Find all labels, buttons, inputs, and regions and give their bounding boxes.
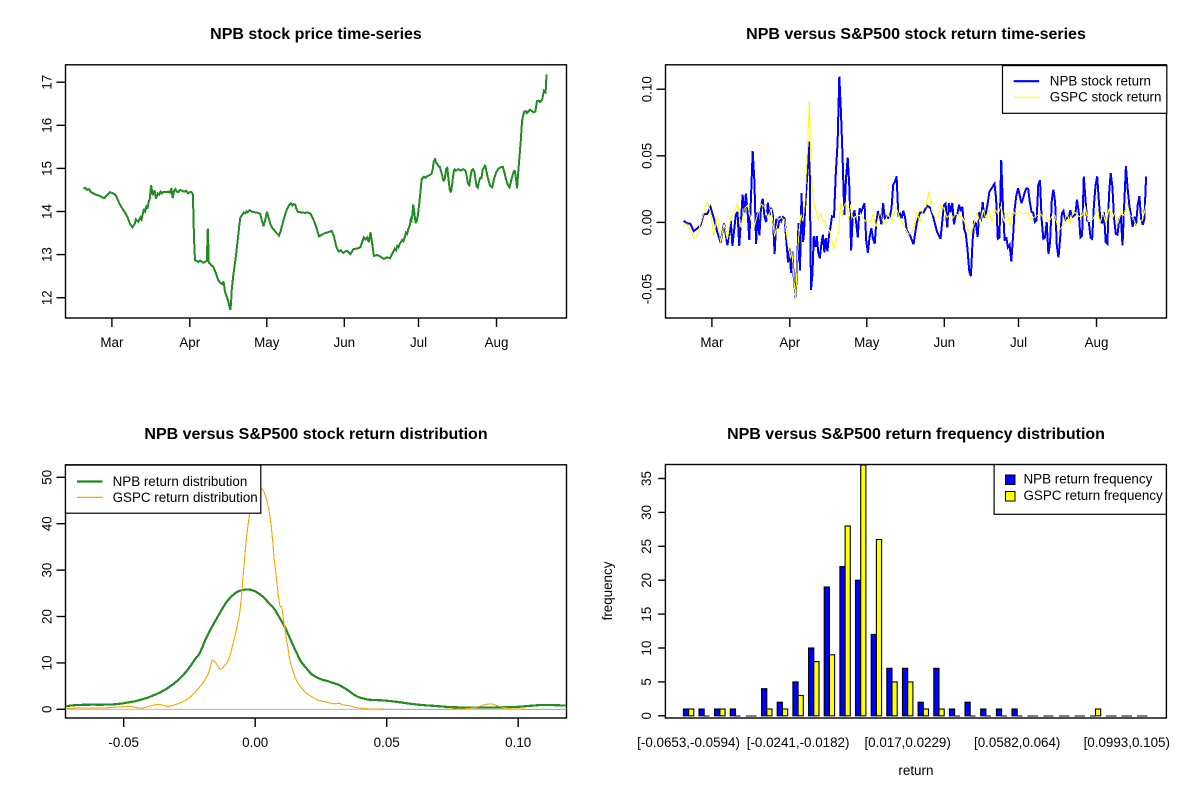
svg-text:-0.05: -0.05 xyxy=(640,274,655,305)
svg-text:5: 5 xyxy=(639,678,654,685)
svg-text:[0.017,0.0229): [0.017,0.0229) xyxy=(864,735,950,750)
svg-text:Jun: Jun xyxy=(334,335,356,350)
svg-text:return: return xyxy=(898,763,933,778)
svg-text:30: 30 xyxy=(40,563,55,578)
svg-text:Jul: Jul xyxy=(1010,335,1027,350)
svg-text:GSPC stock return: GSPC stock return xyxy=(1050,90,1162,105)
svg-text:10: 10 xyxy=(40,655,55,670)
svg-text:15: 15 xyxy=(639,607,654,622)
svg-text:NPB versus S&P500 return frequ: NPB versus S&P500 return frequency distr… xyxy=(727,426,1105,443)
svg-text:Jun: Jun xyxy=(934,335,956,350)
svg-text:[-0.0653,-0.0594): [-0.0653,-0.0594) xyxy=(637,735,740,750)
svg-text:0: 0 xyxy=(40,706,55,713)
svg-text:NPB versus S&P500 stock return: NPB versus S&P500 stock return distribut… xyxy=(144,426,487,443)
svg-text:12: 12 xyxy=(40,290,55,305)
svg-text:25: 25 xyxy=(639,539,654,554)
svg-text:frequency: frequency xyxy=(600,561,615,620)
svg-text:10: 10 xyxy=(639,641,654,656)
svg-text:35: 35 xyxy=(639,471,654,486)
svg-text:0.10: 0.10 xyxy=(505,735,531,750)
svg-text:NPB versus S&P500 stock return: NPB versus S&P500 stock return time-seri… xyxy=(746,26,1086,43)
svg-text:40: 40 xyxy=(40,516,55,531)
svg-text:13: 13 xyxy=(40,247,55,262)
svg-text:14: 14 xyxy=(40,204,55,219)
svg-text:0.00: 0.00 xyxy=(640,209,655,235)
svg-text:NPB return distribution: NPB return distribution xyxy=(113,474,248,489)
svg-text:NPB stock return: NPB stock return xyxy=(1050,74,1151,89)
svg-text:15: 15 xyxy=(40,161,55,176)
svg-text:0.10: 0.10 xyxy=(640,76,655,102)
svg-text:17: 17 xyxy=(40,75,55,90)
svg-text:50: 50 xyxy=(40,470,55,485)
svg-text:Aug: Aug xyxy=(485,335,509,350)
svg-text:Mar: Mar xyxy=(100,335,124,350)
svg-text:30: 30 xyxy=(639,505,654,520)
svg-text:16: 16 xyxy=(40,118,55,133)
svg-text:NPB stock price time-series: NPB stock price time-series xyxy=(210,26,422,43)
svg-text:May: May xyxy=(854,335,880,350)
svg-text:0.00: 0.00 xyxy=(242,735,268,750)
svg-text:May: May xyxy=(254,335,280,350)
svg-text:Aug: Aug xyxy=(1085,335,1109,350)
svg-text:Apr: Apr xyxy=(179,335,200,350)
svg-text:Jul: Jul xyxy=(410,335,427,350)
svg-text:[0.0582,0.064): [0.0582,0.064) xyxy=(974,735,1060,750)
svg-text:[-0.0241,-0.0182): [-0.0241,-0.0182) xyxy=(747,735,850,750)
svg-text:-0.05: -0.05 xyxy=(108,735,139,750)
svg-text:NPB return frequency: NPB return frequency xyxy=(1024,472,1153,487)
svg-text:20: 20 xyxy=(40,609,55,624)
svg-text:Apr: Apr xyxy=(779,335,800,350)
svg-text:0.05: 0.05 xyxy=(640,143,655,169)
svg-text:[0.0993,0.105): [0.0993,0.105) xyxy=(1084,735,1170,750)
svg-text:0.05: 0.05 xyxy=(374,735,400,750)
svg-text:GSPC return frequency: GSPC return frequency xyxy=(1024,488,1163,503)
svg-text:GSPC return distribution: GSPC return distribution xyxy=(113,490,258,505)
svg-text:0: 0 xyxy=(639,712,654,719)
svg-text:Mar: Mar xyxy=(700,335,724,350)
svg-text:20: 20 xyxy=(639,573,654,588)
